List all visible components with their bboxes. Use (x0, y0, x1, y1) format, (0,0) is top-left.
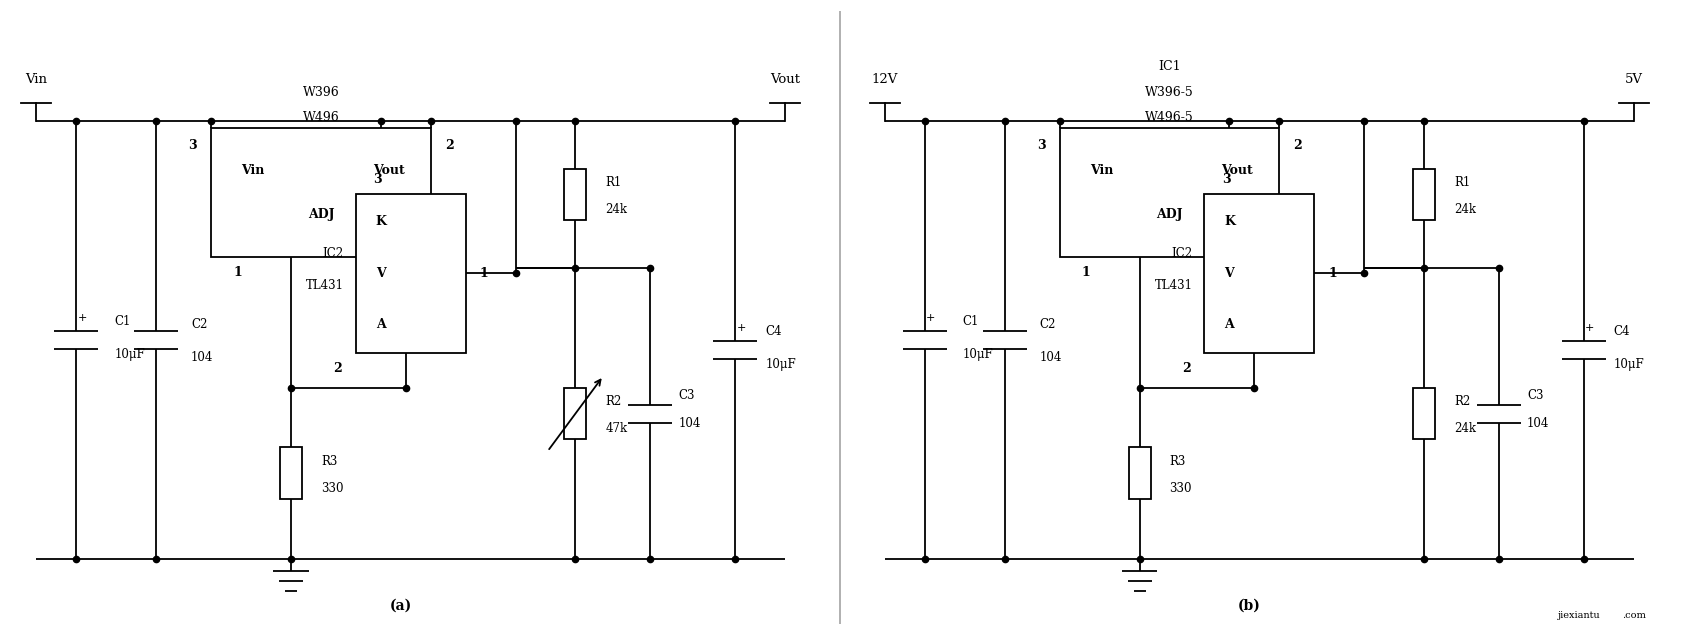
Text: W396: W396 (302, 86, 340, 100)
Text: +: + (1584, 323, 1593, 333)
Text: jiexiantu: jiexiantu (1557, 612, 1600, 620)
Text: 2: 2 (1292, 139, 1301, 152)
Text: ADJ: ADJ (307, 208, 335, 221)
Text: Vin: Vin (1088, 164, 1112, 177)
Text: 24k: 24k (1453, 203, 1476, 216)
Text: Vin: Vin (25, 72, 48, 86)
Text: 47k: 47k (604, 422, 627, 435)
Text: +: + (735, 323, 745, 333)
Bar (564, 169, 586, 220)
Text: IC2: IC2 (1170, 247, 1192, 260)
Text: C3: C3 (1527, 389, 1542, 402)
Text: 2: 2 (1182, 363, 1190, 375)
Text: C3: C3 (678, 389, 694, 402)
Text: 12V: 12V (871, 72, 898, 86)
Text: A: A (1224, 319, 1233, 331)
Text: 10μF: 10μF (1613, 358, 1644, 371)
Text: ADJ: ADJ (1156, 208, 1182, 221)
Text: 3: 3 (1036, 139, 1044, 152)
Text: K: K (375, 215, 385, 228)
Text: 330: 330 (1168, 482, 1192, 495)
Text: IC2: IC2 (323, 247, 343, 260)
Text: 1: 1 (1082, 265, 1090, 279)
Text: 5V: 5V (1623, 72, 1642, 86)
Text: Vout: Vout (1221, 164, 1253, 177)
Text: 3: 3 (374, 173, 382, 186)
Text: TL431: TL431 (1153, 279, 1192, 291)
Text: 3: 3 (1221, 173, 1229, 186)
Text: 2: 2 (445, 139, 453, 152)
Text: +: + (925, 313, 936, 323)
Bar (280, 448, 302, 499)
Text: 3: 3 (188, 139, 197, 152)
Bar (1413, 169, 1435, 220)
Text: 104: 104 (678, 417, 700, 430)
Text: TL431: TL431 (306, 279, 343, 291)
Text: C4: C4 (764, 325, 781, 338)
Text: R3: R3 (1168, 455, 1185, 468)
Text: 24k: 24k (604, 203, 627, 216)
Text: W496-5: W496-5 (1144, 111, 1194, 124)
Text: V: V (1224, 267, 1233, 279)
Text: C1: C1 (114, 316, 131, 328)
Text: 1: 1 (1328, 267, 1336, 279)
Text: 10μF: 10μF (963, 349, 993, 361)
Text: 104: 104 (1039, 351, 1061, 364)
Text: 104: 104 (1527, 417, 1549, 430)
Text: +: + (78, 313, 87, 323)
Text: 10μF: 10μF (764, 358, 795, 371)
Text: R1: R1 (1453, 176, 1469, 189)
Text: W496: W496 (302, 111, 340, 124)
Text: K: K (1223, 215, 1234, 228)
Bar (1060, 128, 1279, 257)
Text: 10μF: 10μF (114, 349, 144, 361)
Text: C2: C2 (1039, 319, 1056, 331)
Text: 2: 2 (333, 363, 341, 375)
Text: 104: 104 (190, 351, 214, 364)
Text: R3: R3 (321, 455, 336, 468)
Text: 1: 1 (479, 267, 487, 279)
Text: C2: C2 (190, 319, 207, 331)
Text: R2: R2 (1453, 395, 1469, 408)
Bar (1204, 194, 1314, 353)
Bar (211, 128, 430, 257)
Text: 1: 1 (233, 265, 241, 279)
Text: W396-5: W396-5 (1144, 86, 1194, 100)
Bar (564, 388, 586, 439)
Text: .com: .com (1622, 612, 1645, 620)
Text: 330: 330 (321, 482, 343, 495)
Text: C4: C4 (1613, 325, 1630, 338)
Text: R2: R2 (604, 395, 621, 408)
Text: IC1: IC1 (1158, 60, 1180, 72)
Text: Vin: Vin (241, 164, 265, 177)
Bar (355, 194, 465, 353)
Text: R1: R1 (604, 176, 621, 189)
Text: A: A (375, 319, 385, 331)
Text: V: V (375, 267, 385, 279)
Text: (b): (b) (1238, 599, 1260, 613)
Text: 24k: 24k (1453, 422, 1476, 435)
Text: Vout: Vout (372, 164, 404, 177)
Text: C1: C1 (963, 316, 978, 328)
Bar (1413, 388, 1435, 439)
Text: (a): (a) (389, 599, 411, 613)
Bar (1127, 448, 1150, 499)
Text: Vout: Vout (769, 72, 800, 86)
